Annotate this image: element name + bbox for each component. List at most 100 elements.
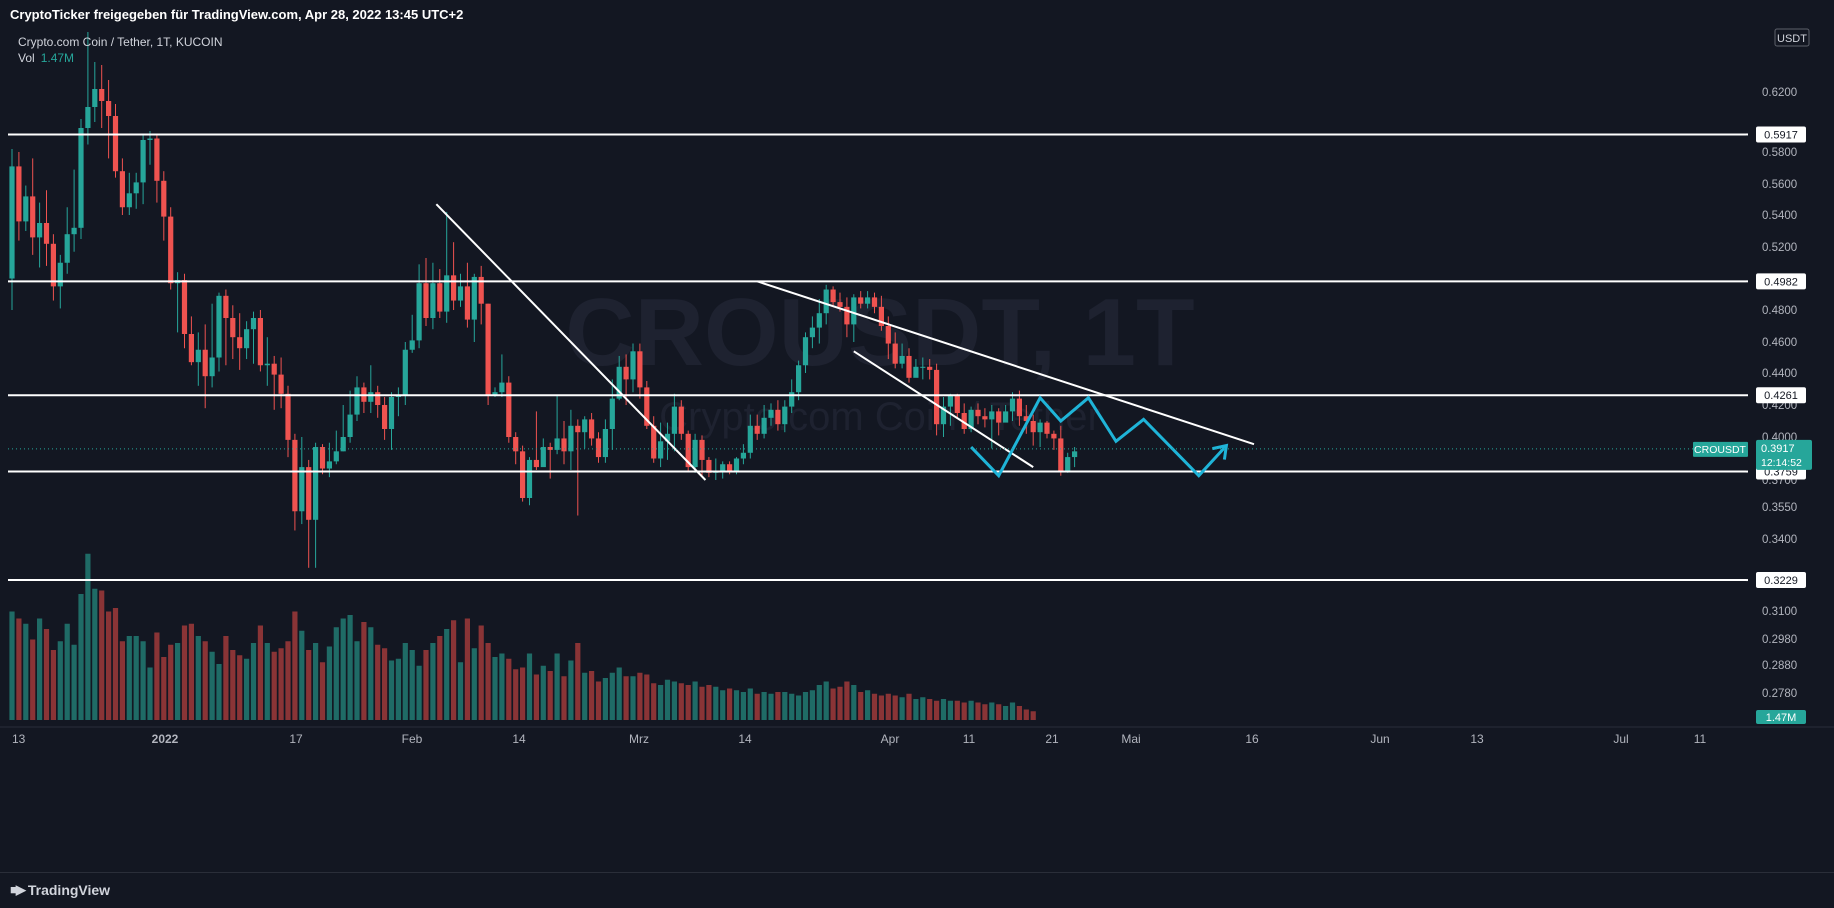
candle: [319, 444, 326, 475]
candle-body: [71, 227, 77, 235]
price-tick-label: 0.2980: [1762, 634, 1797, 646]
candle-body: [464, 286, 470, 320]
candle: [623, 354, 629, 405]
time-tick-label: Apr: [881, 732, 900, 746]
candle-body: [382, 405, 388, 429]
candle-body: [306, 467, 312, 520]
candle: [237, 313, 243, 370]
volume-bar: [126, 636, 132, 720]
candle-body: [333, 451, 339, 462]
volume-bar: [423, 650, 429, 720]
candle-body: [802, 337, 809, 366]
volume-bar: [85, 553, 91, 720]
candle-body: [865, 297, 871, 304]
candle-body: [237, 337, 243, 349]
chart-svg[interactable]: CROUSDT, 1T Crypto.com Coin / Tether 0.6…: [0, 27, 1834, 872]
tradingview-logo-icon: ■▶: [10, 882, 26, 897]
volume-bar: [816, 685, 822, 720]
watermark-symbol: CROUSDT, 1T: [565, 279, 1194, 386]
volume-bar: [92, 588, 98, 720]
candle-body: [685, 433, 691, 468]
volume-bar: [464, 618, 470, 720]
candle-body: [989, 411, 995, 420]
candle-body: [451, 275, 457, 301]
volume-bar: [540, 665, 546, 720]
time-tick-label: 2022: [152, 732, 179, 746]
candle: [285, 385, 291, 458]
candle: [809, 316, 815, 349]
time-tick-label: 13: [12, 732, 26, 746]
candle: [416, 264, 422, 349]
candle-body: [664, 433, 671, 442]
price-tick-label: 0.3400: [1762, 534, 1797, 546]
candle-body: [16, 166, 22, 222]
volume-bar: [892, 695, 898, 720]
time-axis[interactable]: 13 2022 17 Feb 14 Mrz 14 Apr 11 21 Mai 16 Jun 13 Jul 11: [0, 726, 1834, 746]
candle: [589, 413, 595, 446]
volume-bar: [865, 690, 871, 720]
volume-bar: [444, 629, 450, 720]
candle-body: [444, 275, 450, 312]
candle: [333, 430, 339, 465]
candle-body: [595, 438, 602, 458]
volume-bar: [23, 623, 29, 720]
time-tick-label: 11: [963, 732, 976, 746]
chart-area[interactable]: CROUSDT, 1T Crypto.com Coin / Tether 0.6…: [0, 27, 1834, 872]
candle: [23, 185, 29, 231]
candle-body: [733, 458, 740, 472]
candle: [340, 405, 346, 452]
candle-body: [775, 409, 781, 425]
volume-bar: [1009, 702, 1016, 720]
volume-bar: [623, 676, 629, 720]
candle: [140, 135, 146, 205]
volume-bar: [685, 685, 691, 720]
candle-body: [9, 166, 15, 279]
level-tag: [1756, 273, 1806, 290]
trendline: [853, 350, 1034, 468]
candle: [388, 392, 395, 450]
volume-bar: [678, 683, 684, 720]
volume-bar: [347, 615, 353, 720]
candle: [375, 385, 381, 418]
candle-body: [809, 327, 815, 338]
candle: [30, 158, 36, 255]
candle-body: [50, 243, 56, 287]
trendline: [435, 203, 707, 481]
candle-body: [533, 459, 539, 468]
candle: [630, 343, 636, 393]
candle: [112, 104, 119, 178]
candle-body: [430, 283, 436, 318]
volume-bar: [230, 650, 236, 720]
candle: [582, 416, 588, 449]
price-tick-label: 0.5400: [1762, 210, 1797, 222]
candle-body: [871, 297, 878, 307]
candle: [16, 152, 22, 241]
candle: [354, 376, 360, 421]
candle: [382, 397, 388, 440]
volume-bar: [112, 608, 119, 720]
candle-body: [423, 283, 429, 318]
tradingview-brand[interactable]: ■▶ TradingView: [10, 882, 110, 898]
time-tick-label: 14: [738, 732, 752, 746]
legend-overlay: Crypto.com Coin / Tether, 1T, KUCOIN Vol…: [18, 34, 223, 66]
candle-body: [375, 392, 381, 405]
price-tick-label: 0.4800: [1762, 305, 1797, 317]
symbol-title[interactable]: Crypto.com Coin / Tether, 1T, KUCOIN: [18, 35, 223, 49]
candle-body: [954, 395, 960, 413]
currency-label: USDT: [1777, 33, 1807, 45]
volume-bar: [326, 646, 332, 720]
trendline-layer[interactable]: [435, 203, 1255, 481]
candle: [554, 395, 560, 455]
volume-bar: [119, 641, 125, 720]
candle-body: [740, 452, 746, 459]
volume-label: Vol: [18, 51, 35, 65]
candle: [271, 355, 277, 410]
projection-layer[interactable]: [970, 395, 1229, 479]
candle: [437, 269, 443, 318]
volume-bar: [30, 639, 36, 720]
candle: [927, 359, 933, 380]
candle: [478, 265, 484, 325]
candle-body: [223, 295, 229, 318]
candle-body: [982, 416, 988, 420]
price-tick-label: 0.3100: [1762, 606, 1797, 618]
